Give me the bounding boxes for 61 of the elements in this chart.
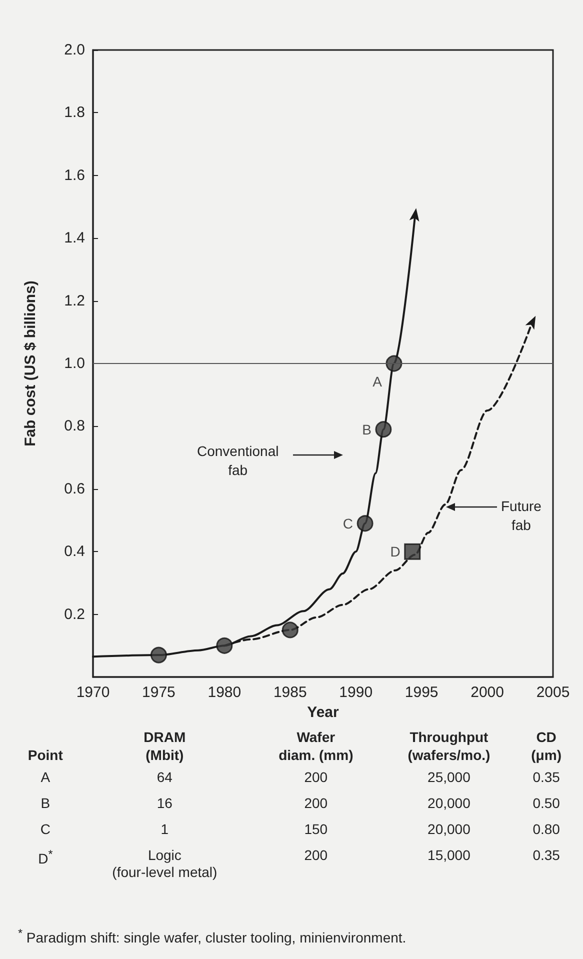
point [356, 515, 374, 532]
point [150, 646, 167, 664]
y-tick-label: 0.6 [64, 480, 85, 498]
y-tick-label: 1.8 [64, 104, 85, 122]
text: 1 [160, 820, 170, 839]
point [282, 622, 298, 638]
x-tick-label: 2005 [536, 684, 570, 701]
x-tick-label: 1980 [208, 684, 242, 701]
text: 150 [303, 820, 329, 839]
text: 25,000 [426, 768, 472, 787]
text: 16 [156, 794, 174, 813]
text: 0.35 [532, 846, 561, 865]
annotation: Future fab [501, 497, 542, 535]
text: B [40, 794, 52, 813]
text: C [39, 820, 52, 839]
text: $^{*}$ Paradigm shift: single wafer, cluster tooling, minienvironment. [18, 927, 406, 946]
x-tick-label: 1995 [404, 684, 438, 701]
text: CD (μm) [530, 728, 562, 764]
text: 200 [303, 768, 329, 787]
y-tick-label: 1.4 [64, 230, 85, 247]
text: 0.50 [532, 794, 561, 813]
text: 15,000 [426, 846, 472, 865]
text: Point [26, 746, 64, 764]
text: Wafer diam. (mm) [278, 728, 354, 764]
text: Logic (four-level metal) [111, 846, 218, 880]
point [404, 543, 421, 560]
text: DRAM (Mbit) [142, 728, 187, 764]
y-tick-label: 0.4 [64, 543, 85, 560]
y-tick-label: 0.8 [64, 418, 85, 435]
text: 200 [303, 794, 329, 813]
point [216, 637, 233, 654]
x-tick-label: 1975 [142, 684, 176, 701]
x-tick-label: 1985 [273, 684, 307, 701]
text: 20,000 [426, 820, 472, 839]
y-tick-label: 1.6 [64, 166, 85, 184]
text: 200 [303, 846, 329, 865]
point [409, 208, 420, 222]
y-tick-label: 2.0 [64, 42, 85, 58]
annotation: A [372, 374, 383, 390]
text: A [40, 768, 52, 787]
text: D$^{*}$ [37, 847, 54, 869]
x-tick-label: 2000 [470, 684, 504, 701]
annotation: D [390, 544, 400, 560]
x-axis-title: Year [307, 704, 340, 721]
text: 0.80 [532, 820, 561, 839]
point [386, 355, 402, 372]
text: 0.35 [532, 768, 561, 787]
y-axis-title: Fab cost (US $ billions) [22, 280, 39, 446]
text: Throughput (wafers/mo.) [406, 728, 492, 764]
x-tick-label: 1970 [76, 684, 110, 701]
y-tick-label: 1.2 [64, 292, 85, 310]
y-tick-label: 0.2 [64, 606, 85, 623]
text: 20,000 [426, 794, 472, 813]
x-tick-label: 1990 [339, 684, 373, 701]
annotation: B [362, 421, 372, 438]
point [375, 421, 392, 438]
y-tick-label: 1.0 [64, 355, 85, 372]
text: 64 [156, 768, 174, 787]
annotation: Conventional fab [197, 442, 279, 480]
annotation: C [342, 515, 354, 532]
point [525, 316, 536, 330]
